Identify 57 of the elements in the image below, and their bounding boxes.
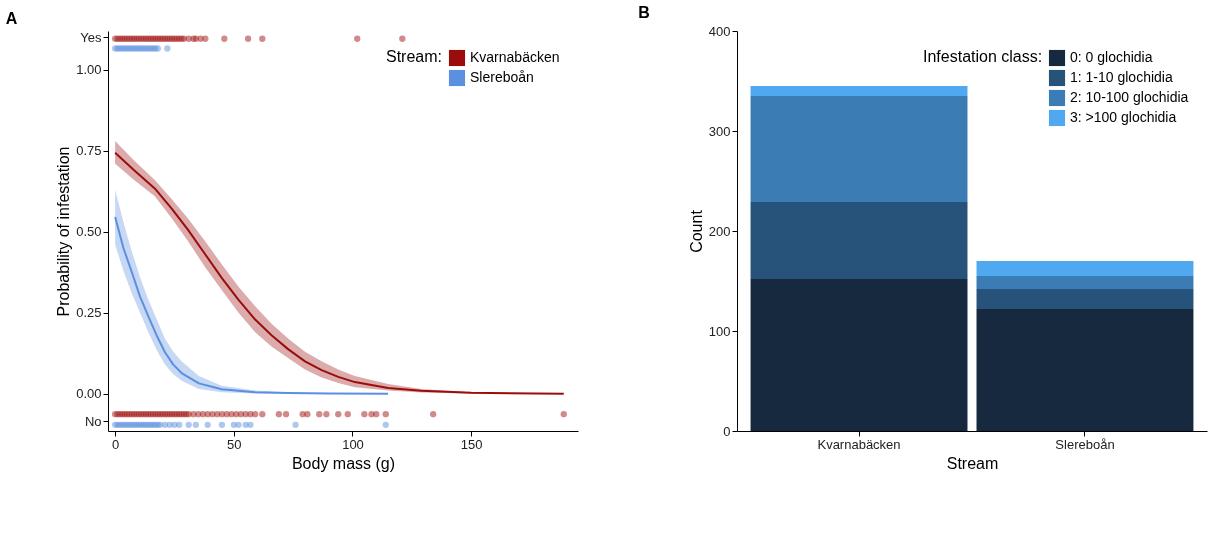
y-tick-label: 100	[708, 323, 731, 339]
y-tick-label: 200	[708, 223, 731, 239]
legend-label: Kvarnabäcken	[470, 49, 560, 65]
point	[185, 421, 192, 428]
x-axis-title: Stream	[946, 454, 999, 472]
point	[176, 421, 183, 428]
bar	[750, 279, 968, 431]
point	[221, 35, 228, 42]
legend-label: 3: >100 glochidia	[1070, 109, 1177, 125]
point	[382, 421, 389, 428]
bar	[750, 202, 968, 279]
y-tick-label: 1.00	[76, 62, 102, 78]
legend-label: 1: 1-10 glochidia	[1070, 69, 1173, 85]
x-tick-label: 50	[227, 436, 242, 452]
y-axis-title: Probability of infestation	[55, 146, 73, 317]
x-tick-label: 100	[342, 436, 364, 452]
chart-title: A	[5, 10, 18, 27]
y-tick-label: 400	[708, 23, 731, 39]
y-tick-label: 0.00	[76, 386, 102, 402]
point	[244, 35, 252, 42]
legend-label: Slereboån	[470, 69, 534, 85]
point	[161, 421, 169, 428]
chart-title: B	[638, 4, 650, 21]
point	[354, 35, 361, 42]
y-axis-title: Count	[687, 209, 705, 253]
bar	[976, 276, 1194, 289]
legend-title: Infestation class:	[923, 48, 1043, 65]
y-tick-label: No	[84, 413, 102, 429]
point	[247, 421, 254, 428]
point	[399, 35, 406, 42]
point	[202, 35, 209, 42]
point	[292, 421, 299, 428]
point	[259, 35, 266, 42]
point	[204, 421, 211, 428]
point	[164, 45, 171, 52]
y-tick-label: 0.50	[76, 224, 102, 240]
x-tick-label: 0	[112, 436, 120, 452]
point	[192, 421, 199, 428]
y-tick-label: 0.75	[76, 143, 102, 159]
bar	[750, 86, 968, 96]
point	[235, 421, 242, 428]
bar	[976, 261, 1194, 276]
point	[218, 421, 226, 428]
legend-title: Stream:	[386, 48, 443, 65]
y-tick-label: 0	[723, 423, 731, 439]
legend-label: 2: 10-100 glochidia	[1070, 89, 1189, 105]
x-tick-label: Kvarnabäcken	[817, 436, 901, 452]
y-tick-label: Yes	[80, 29, 102, 45]
y-tick-label: 300	[708, 123, 731, 139]
bar	[750, 96, 968, 202]
y-tick-label: 0.25	[76, 305, 102, 321]
bar	[976, 289, 1194, 309]
x-axis-title: Body mass (g)	[291, 454, 396, 472]
x-tick-label: Slereboån	[1055, 436, 1115, 452]
bar	[976, 309, 1194, 431]
x-tick-label: 150	[460, 436, 483, 452]
legend-label: 0: 0 glochidia	[1070, 49, 1153, 65]
